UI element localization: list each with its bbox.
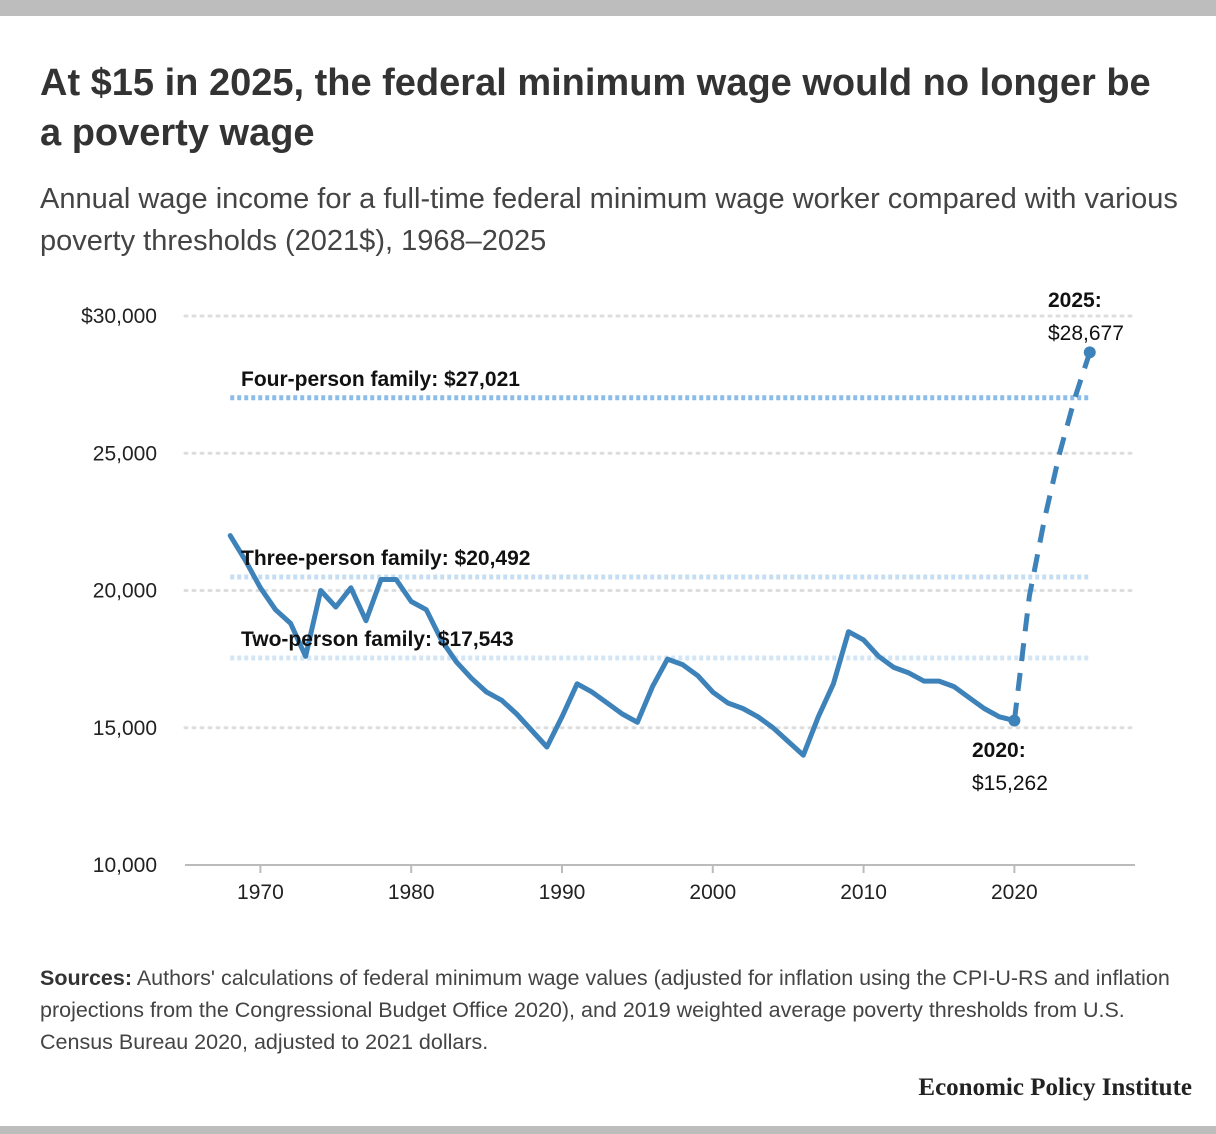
x-tick-label: 2000 bbox=[689, 881, 736, 904]
x-tick-label: 2020 bbox=[991, 881, 1038, 904]
top-border-bar bbox=[0, 0, 1216, 16]
x-tick-label: 1990 bbox=[539, 881, 586, 904]
grid-lines bbox=[183, 314, 1137, 730]
projected-wage-line bbox=[1011, 351, 1093, 721]
y-tick-label: 20,000 bbox=[93, 580, 157, 603]
line-chart: 10,000 15,000 20,000 25,000 $30,000 1970 1980 1… bbox=[81, 289, 1137, 904]
sources-note: Sources: Authors' calculations of federa… bbox=[40, 962, 1190, 1058]
end-point-marker bbox=[1083, 346, 1096, 359]
brand-logo-text: Economic Policy Institute bbox=[918, 1074, 1192, 1101]
annotation-value-label: $28,677 bbox=[1048, 322, 1124, 345]
annotation-year-label: 2025: bbox=[1048, 289, 1102, 312]
start-point-marker bbox=[1008, 714, 1021, 727]
poverty-threshold-lines bbox=[230, 395, 1090, 661]
y-tick-label: 25,000 bbox=[93, 442, 157, 465]
threshold-label: Four-person family: $27,021 bbox=[241, 368, 520, 391]
chart-subtitle: Annual wage income for a full-time feder… bbox=[40, 183, 1178, 257]
sources-text: Authors' calculations of federal minimum… bbox=[40, 966, 1170, 1054]
sources-label: Sources: bbox=[40, 966, 133, 990]
y-tick-label: 15,000 bbox=[93, 717, 157, 740]
x-tick-label: 1970 bbox=[237, 881, 284, 904]
series-lines bbox=[227, 351, 1093, 758]
annotations: Four-person family: $27,021 Three-person … bbox=[241, 289, 1124, 795]
x-tick-label: 2010 bbox=[840, 881, 887, 904]
annotation-value-label: $15,262 bbox=[972, 772, 1048, 795]
threshold-label: Three-person family: $20,492 bbox=[241, 547, 530, 570]
historical-wage-line bbox=[227, 533, 1017, 758]
y-tick-label: $30,000 bbox=[81, 305, 157, 328]
bottom-border-bar bbox=[0, 1126, 1216, 1134]
threshold-label: Two-person family: $17,543 bbox=[241, 628, 514, 651]
chart-title: At $15 in 2025, the federal minimum wage… bbox=[40, 62, 1151, 154]
x-tick-label: 1980 bbox=[388, 881, 435, 904]
axes: 10,000 15,000 20,000 25,000 $30,000 1970 1980 1… bbox=[81, 305, 1135, 904]
y-tick-label: 10,000 bbox=[93, 854, 157, 877]
annotation-year-label: 2020: bbox=[972, 739, 1026, 762]
